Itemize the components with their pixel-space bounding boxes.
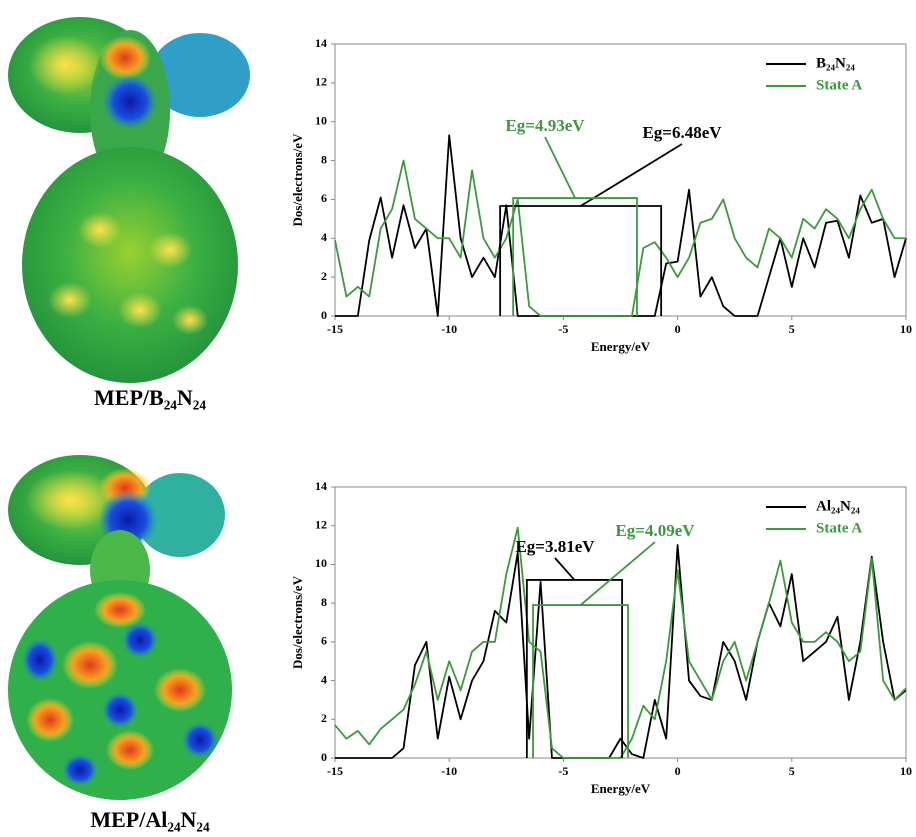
y-tick-label: 0 [321, 750, 327, 764]
gap-label: Eg=4.93eV [505, 116, 585, 135]
y-tick-label: 10 [315, 113, 327, 127]
x-axis-title: Energy/eV [591, 781, 651, 796]
legend-label: State A [816, 77, 862, 93]
gap-box [527, 580, 622, 758]
y-axis-title: Dos/electrons/eV [290, 575, 305, 669]
x-tick-label: 5 [789, 322, 795, 336]
annotation-leader [545, 137, 575, 198]
gap-label: Eg=6.48eV [642, 123, 722, 142]
legend-label: Al₂₄N₂₄ [816, 498, 860, 514]
y-tick-label: 6 [321, 634, 327, 648]
dos-line [335, 545, 906, 758]
x-tick-label: -15 [327, 322, 343, 336]
x-tick-label: -10 [441, 764, 457, 778]
x-tick-label: -5 [558, 764, 568, 778]
x-tick-label: 0 [675, 322, 681, 336]
y-tick-label: 12 [315, 75, 327, 89]
x-tick-label: 10 [900, 322, 912, 336]
figure: MEP/B₂₄N₂₄ MEP/Al₂₄N₂₄ 0 2 4 6 8 10 12 14 -15 -10… [0, 0, 916, 837]
y-tick-label: 6 [321, 191, 327, 205]
y-tick-label: 4 [321, 230, 327, 244]
x-tick-label: -5 [558, 322, 568, 336]
y-tick-label: 10 [315, 556, 327, 570]
mep-image [8, 17, 250, 383]
y-axis-title: Dos/electrons/eV [290, 133, 305, 227]
x-tick-label: 10 [900, 764, 912, 778]
y-tick-label: 4 [321, 672, 327, 686]
y-tick-label: 2 [321, 711, 327, 725]
legend-label: State A [816, 520, 862, 536]
x-tick-label: -10 [441, 322, 457, 336]
image-caption: MEP/B₂₄N₂₄ [94, 385, 206, 410]
legend-label: B₂₄N₂₄ [816, 55, 855, 71]
y-tick-label: 8 [321, 595, 327, 609]
annotation-leader [555, 558, 574, 580]
y-tick-label: 14 [315, 479, 327, 493]
y-tick-label: 12 [315, 517, 327, 531]
dos-line [335, 135, 906, 316]
gap-label: Eg=4.09eV [615, 521, 695, 540]
x-axis-title: Energy/eV [591, 339, 651, 354]
gap-label: Eg=3.81eV [515, 537, 595, 556]
image-caption: MEP/Al₂₄N₂₄ [90, 807, 210, 832]
gap-box [513, 198, 637, 316]
dos-line [335, 528, 906, 758]
y-tick-label: 14 [315, 36, 327, 50]
x-tick-label: -15 [327, 764, 343, 778]
x-tick-label: 0 [675, 764, 681, 778]
mep-image [8, 455, 232, 800]
y-tick-label: 8 [321, 152, 327, 166]
annotation-leader [581, 144, 682, 206]
x-tick-label: 5 [789, 764, 795, 778]
y-tick-label: 2 [321, 269, 327, 283]
y-tick-label: 0 [321, 308, 327, 322]
